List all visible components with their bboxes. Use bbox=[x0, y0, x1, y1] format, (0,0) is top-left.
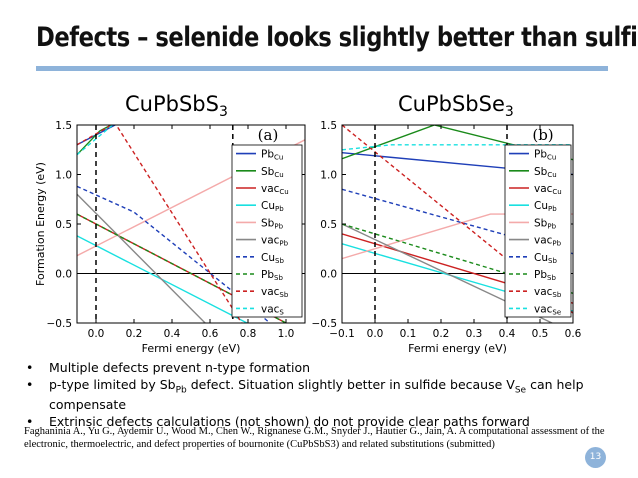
chart-b-legend-label-sub: Pb bbox=[547, 222, 556, 230]
chart-a-title-main: CuPbSbS bbox=[125, 92, 219, 116]
bullet-text: can help compensate bbox=[49, 377, 584, 412]
chart-b-xtick-label: 0.2 bbox=[433, 328, 450, 340]
bullet-text: Extrinsic defects calculations (not show… bbox=[49, 413, 530, 429]
bullet-text: Multiple defects prevent n-type formatio… bbox=[49, 360, 311, 375]
chart-a-xtick-label: 0.8 bbox=[240, 328, 257, 340]
bullet-item: • Multiple defects prevent n-type formati… bbox=[24, 361, 614, 375]
chart-a-title-sub: 3 bbox=[218, 104, 228, 121]
bullet-subscript: Pb bbox=[175, 385, 187, 396]
chart-a-series-pb-sb bbox=[77, 213, 288, 323]
chart-a-series-vac-s bbox=[77, 125, 114, 156]
chart-a-legend-label-sub: Cu bbox=[274, 154, 283, 162]
chart-a-xtick-label: 0.0 bbox=[88, 328, 105, 340]
chart-a-series-cu-sb bbox=[77, 185, 271, 323]
chart-b-panel-label: (b) bbox=[532, 126, 553, 144]
chart-a-legend-label-sub: Pb bbox=[274, 222, 283, 230]
chart-b-title: CuPbSbSe3 bbox=[398, 92, 514, 120]
chart-a-ylabel: Formation Energy (eV) bbox=[34, 162, 47, 286]
chart-a-ytick-label: 1.5 bbox=[55, 120, 72, 132]
chart-b-xtick-label: 0.5 bbox=[532, 328, 549, 340]
chart-b-ytick-label: 1.0 bbox=[320, 170, 337, 182]
chart-a-series-cu-pb bbox=[77, 235, 249, 323]
chart-b-ytick-label: 0.0 bbox=[320, 269, 337, 281]
chart-a-legend-label-sub: Sb bbox=[279, 291, 288, 299]
chart-a-legend-label-sub: Pb bbox=[275, 205, 284, 213]
chart-a-series-vac-pb bbox=[77, 193, 207, 323]
chart-b-legend-label-sub: Sb bbox=[547, 274, 556, 282]
chart-a-ytick-label: −0.5 bbox=[47, 318, 73, 330]
chart-b-xtick-label: 0.3 bbox=[466, 328, 483, 340]
chart-b-legend-label-sub: Pb bbox=[552, 240, 561, 248]
bullet-subscript: Se bbox=[514, 385, 527, 396]
chart-b-legend-box bbox=[504, 144, 572, 318]
chart-a-legend-label-sub: Sb bbox=[275, 257, 284, 265]
chart-b-ytick-label: 1.5 bbox=[320, 120, 337, 132]
chart-a-ytick-label: 0.5 bbox=[55, 219, 72, 231]
title-underline bbox=[36, 66, 608, 71]
chart-b-xlabel: Fermi energy (eV) bbox=[408, 342, 507, 355]
bullet-dot: • bbox=[26, 360, 34, 375]
chart-b-legend-label-sub: Cu bbox=[547, 171, 556, 179]
chart-b-xtick-label: 0.1 bbox=[400, 328, 417, 340]
chart-a-ytick-label: 0.0 bbox=[55, 269, 72, 281]
chart-a-xtick-label: 0.6 bbox=[202, 328, 219, 340]
chart-b-title-sub: 3 bbox=[504, 104, 514, 121]
bullet-list: • Multiple defects prevent n-type formati… bbox=[24, 361, 614, 432]
chart-b-xtick-label: 0.4 bbox=[499, 328, 516, 340]
chart-a-legend-label-sub: S bbox=[279, 308, 284, 316]
chart-b-legend-label-sub: Sb bbox=[548, 257, 557, 265]
chart-b-xtick-label: 0.0 bbox=[367, 328, 384, 340]
chart-a-ytick-label: 1.0 bbox=[55, 170, 72, 182]
chart-b-legend-label-sub: Cu bbox=[552, 188, 561, 196]
chart-a-legend-label-sub: Cu bbox=[279, 188, 288, 196]
bullet-text: p-type limited by Sb bbox=[49, 377, 176, 392]
chart-a-legend-label-sub: Cu bbox=[274, 171, 283, 179]
chart-b-legend-label-sub: Sb bbox=[552, 291, 561, 299]
chart-a-title: CuPbSbS3 bbox=[125, 92, 228, 120]
chart-b-xtick-label: 0.6 bbox=[565, 328, 582, 340]
chart-b-legend-label-sub: Pb bbox=[548, 205, 557, 213]
chart-a-xtick-label: 0.2 bbox=[126, 328, 143, 340]
chart-a-legend-label-sub: Pb bbox=[279, 240, 288, 248]
page-number: 13 bbox=[585, 447, 606, 468]
bullet-dot: • bbox=[26, 413, 34, 429]
chart-a-xlabel: Fermi energy (eV) bbox=[142, 342, 241, 355]
bullet-text: defect. Situation slightly better in sul… bbox=[186, 377, 515, 392]
chart-a-series-vac-sb bbox=[77, 125, 243, 323]
chart-b-xtick-label: −0.1 bbox=[329, 328, 355, 340]
chart-a-legend-label: vacS bbox=[261, 303, 284, 316]
chart-b-legend-label-sub: Cu bbox=[547, 154, 556, 162]
slide-title: Defects – selenide looks slightly better… bbox=[36, 22, 638, 53]
chart-b-title-main: CuPbSbSe bbox=[398, 92, 505, 116]
chart-a-panel-label: (a) bbox=[258, 126, 279, 144]
chart-a-legend-label-sub: Sb bbox=[274, 274, 283, 282]
chart-b-ytick-label: 0.5 bbox=[320, 219, 337, 231]
chart-b-legend-label-sub: Se bbox=[552, 308, 561, 316]
chart-a-legend-box bbox=[231, 144, 303, 318]
chart-b-ytick-label: −0.5 bbox=[312, 318, 338, 330]
bullet-dot: • bbox=[26, 377, 34, 392]
chart-a-xtick-label: 0.4 bbox=[164, 328, 181, 340]
chart-a-xtick-label: 1.0 bbox=[278, 328, 295, 340]
bullet-item: • p-type limited by SbPb defect. Situatio… bbox=[24, 378, 614, 412]
citation: Faghaninia A., Yu G., Aydemir U., Wood M… bbox=[24, 426, 605, 450]
bullet-item: • Extrinsic defects calculations (not sho… bbox=[24, 413, 614, 429]
